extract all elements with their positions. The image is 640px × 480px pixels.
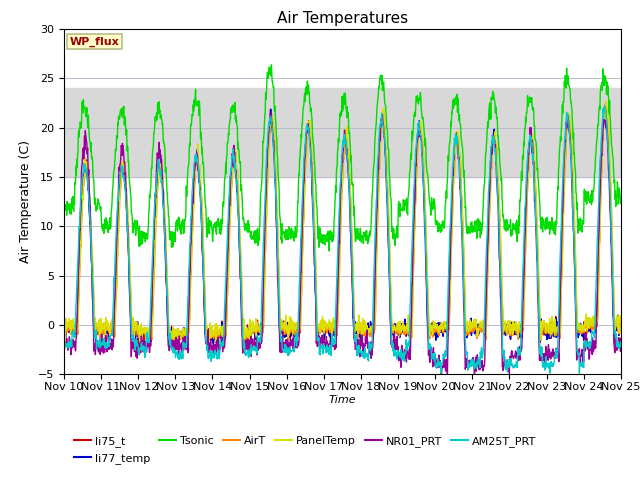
Legend: li75_t, li77_temp, Tsonic, AirT, PanelTemp, NR01_PRT, AM25T_PRT: li75_t, li77_temp, Tsonic, AirT, PanelTe… [70, 432, 541, 468]
Title: Air Temperatures: Air Temperatures [277, 11, 408, 26]
Y-axis label: Air Temperature (C): Air Temperature (C) [19, 140, 33, 263]
X-axis label: Time: Time [328, 395, 356, 405]
Text: WP_flux: WP_flux [70, 36, 119, 47]
Bar [64, 88, 621, 177]
